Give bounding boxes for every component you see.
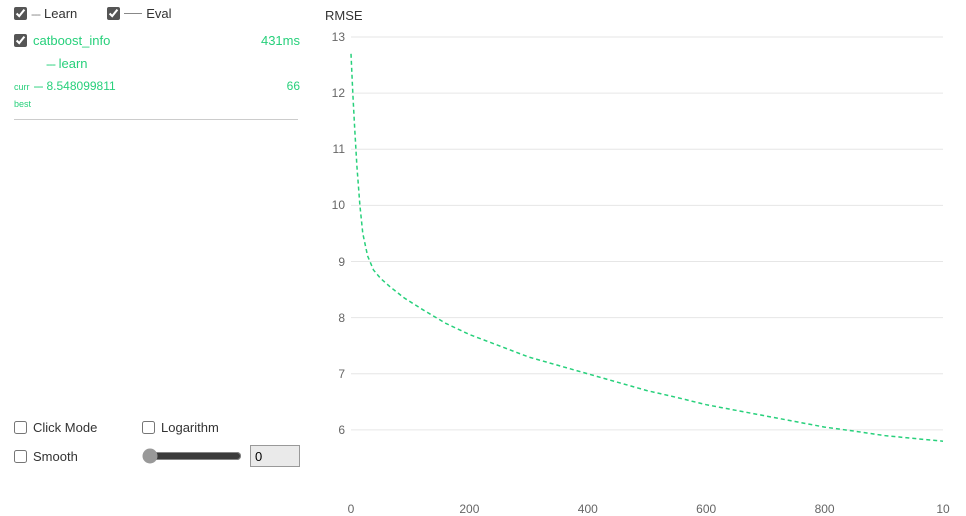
divider <box>14 119 298 120</box>
smooth-checkbox[interactable] <box>14 450 27 463</box>
best-label: best <box>14 99 300 109</box>
y-tick-label: 9 <box>338 255 345 269</box>
logarithm-label: Logarithm <box>161 420 219 435</box>
series-label: --- learn <box>46 56 300 71</box>
y-tick-label: 13 <box>332 30 345 44</box>
legend-learn[interactable]: --- Learn <box>14 6 77 21</box>
y-tick-label: 8 <box>338 311 345 325</box>
x-tick-label: 800 <box>815 502 835 516</box>
line-icon <box>124 13 142 14</box>
y-tick-label: 6 <box>338 423 345 437</box>
smooth-label: Smooth <box>33 449 78 464</box>
y-tick-label: 7 <box>338 367 345 381</box>
x-tick-label: 200 <box>459 502 479 516</box>
run-time: 431ms <box>261 33 300 48</box>
curr-label: curr <box>14 82 30 92</box>
legend-eval[interactable]: Eval <box>107 6 171 21</box>
run-row[interactable]: catboost_info 431ms <box>14 33 300 48</box>
x-tick-label: 0 <box>348 502 355 516</box>
x-tick-label: 10 <box>936 502 949 516</box>
y-tick-label: 11 <box>333 142 345 156</box>
smooth-slider[interactable] <box>142 449 242 463</box>
logarithm-checkbox[interactable] <box>142 421 155 434</box>
smooth-toggle[interactable]: Smooth <box>14 449 134 464</box>
dash-icon: --- <box>31 7 40 21</box>
curr-value: 8.548099811 <box>47 79 116 93</box>
series-name: learn <box>59 56 88 71</box>
click-mode-checkbox[interactable] <box>14 421 27 434</box>
dash-icon: --- <box>34 79 43 93</box>
y-tick-label: 12 <box>332 86 345 100</box>
dash-icon: --- <box>46 57 55 71</box>
curr-row: curr --- 8.548099811 66 <box>14 79 300 93</box>
click-mode-toggle[interactable]: Click Mode <box>14 420 134 435</box>
chart-title: RMSE <box>325 8 965 23</box>
curr-iter: 66 <box>287 79 300 93</box>
x-tick-label: 400 <box>578 502 598 516</box>
click-mode-label: Click Mode <box>33 420 97 435</box>
legend-learn-checkbox[interactable] <box>14 7 27 20</box>
smooth-number-input[interactable] <box>250 445 300 467</box>
legend-eval-checkbox[interactable] <box>107 7 120 20</box>
y-tick-label: 10 <box>332 198 345 212</box>
x-tick-label: 600 <box>696 502 716 516</box>
logarithm-toggle[interactable]: Logarithm <box>142 420 262 435</box>
legend-learn-label: Learn <box>44 6 77 21</box>
run-checkbox[interactable] <box>14 34 27 47</box>
legend-eval-label: Eval <box>146 6 171 21</box>
rmse-chart: 678910111213020040060080010 <box>325 33 951 498</box>
run-name: catboost_info <box>33 33 110 48</box>
